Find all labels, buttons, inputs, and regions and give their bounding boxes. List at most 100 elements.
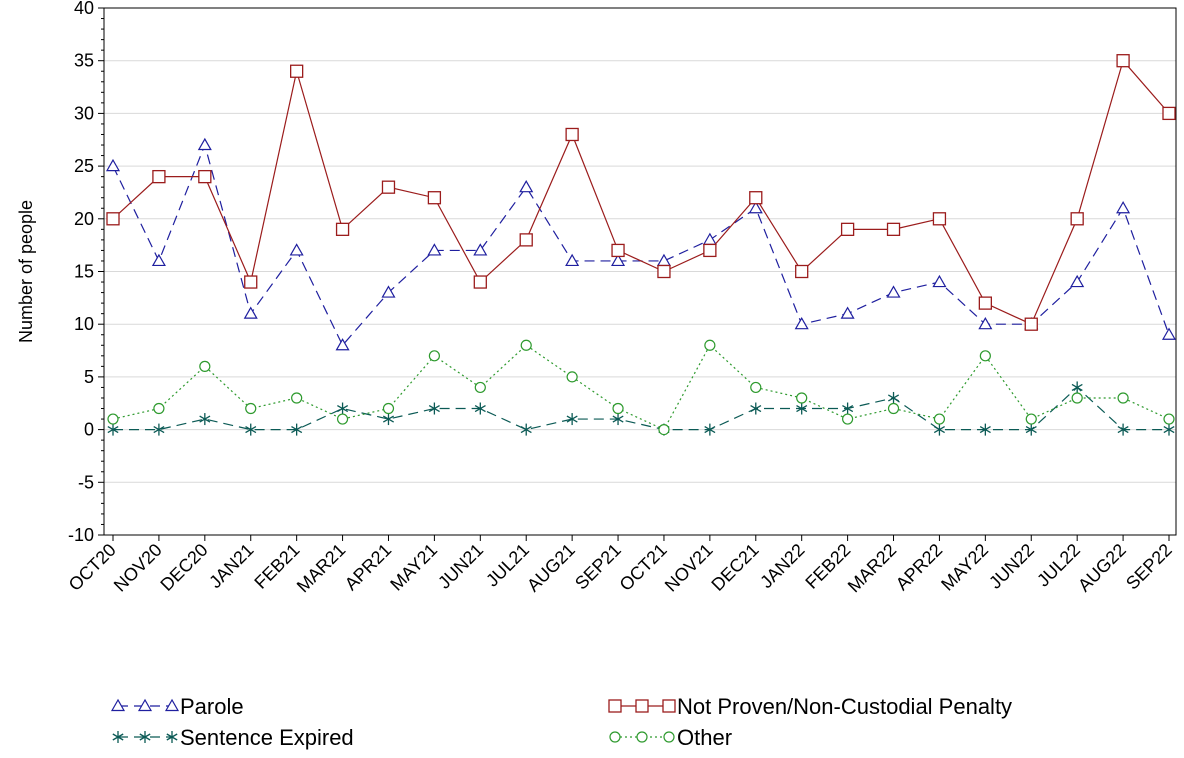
x-tick-label: NOV21 [661, 540, 717, 596]
data-point [1163, 413, 1175, 425]
data-point [886, 285, 901, 298]
data-point [153, 402, 165, 415]
x-tick-label: OCT21 [616, 540, 671, 595]
legend-marker [608, 699, 622, 713]
x-tick-label: DEC20 [156, 540, 211, 595]
data-point [151, 253, 166, 267]
data-point [840, 306, 855, 319]
data-point [794, 316, 809, 330]
data-point [245, 402, 257, 415]
data-point [750, 402, 762, 415]
y-axis: -10 -5 0 5 10 15 20 25 30 35 40 [68, 0, 104, 545]
data-point [152, 169, 166, 184]
x-tick-label: JUN21 [434, 540, 487, 593]
x-tick-label: DEC21 [707, 540, 762, 595]
data-point [748, 201, 763, 214]
legend-marker [139, 731, 151, 743]
series-line [113, 386, 1169, 431]
series-line [112, 344, 1170, 431]
legend-marker [609, 731, 621, 743]
data-point [1025, 423, 1037, 436]
legend-item: Parole [110, 694, 244, 719]
data-point [428, 350, 440, 362]
data-point [243, 306, 258, 319]
x-tick-label: AUG22 [1074, 540, 1130, 596]
data-point [474, 402, 486, 415]
series-sentence-expired [107, 381, 1175, 436]
data-point [796, 392, 808, 404]
legend-marker [635, 699, 649, 713]
data-point [105, 158, 121, 172]
data-point [198, 169, 212, 184]
y-axis-label: Number of people [16, 200, 36, 343]
data-point [749, 191, 763, 205]
legend-marker [110, 698, 126, 712]
x-tick-label: AUG21 [523, 540, 579, 596]
legend-item: Sentence Expired [112, 725, 354, 750]
data-point [473, 275, 487, 289]
x-tick-label: SEP21 [571, 540, 625, 594]
data-point [611, 243, 625, 258]
y-tick-label: 15 [74, 262, 94, 282]
data-point [337, 402, 349, 415]
data-point [565, 127, 579, 142]
data-point [566, 413, 578, 426]
data-point [382, 413, 394, 426]
legend-marker [112, 731, 124, 743]
data-point [519, 233, 533, 247]
data-point [978, 316, 993, 330]
legend: Parole Not Proven/Non-Custodial Penalty Se… [110, 694, 1012, 750]
data-point [703, 243, 717, 258]
data-point [657, 264, 671, 279]
data-point [933, 423, 945, 436]
data-point [565, 253, 580, 267]
data-point [978, 296, 992, 310]
y-tick-label: 10 [74, 314, 94, 334]
data-point [979, 350, 991, 362]
data-point [427, 243, 442, 256]
data-point [290, 64, 304, 78]
data-point [199, 413, 211, 426]
x-tick-label: OCT20 [65, 540, 120, 595]
data-point [335, 338, 350, 351]
data-point [245, 423, 257, 436]
data-point [199, 360, 211, 372]
data-point [1071, 381, 1083, 394]
series-parole [105, 137, 1177, 351]
legend-label: Parole [180, 694, 244, 719]
data-point [244, 275, 258, 289]
data-point [381, 180, 396, 194]
legend-item: Not Proven/Non-Custodial Penalty [608, 694, 1012, 719]
data-point [519, 179, 534, 193]
data-point [887, 402, 900, 415]
x-tick-label: MAY22 [937, 540, 992, 595]
legend-marker [636, 731, 648, 743]
data-point [1025, 413, 1037, 425]
data-point [474, 381, 486, 394]
x-axis: OCT20NOV20DEC20JAN21FEB21MAR21APR21MAY21… [65, 535, 1176, 596]
data-point [658, 424, 670, 436]
data-point [336, 413, 349, 425]
data-point [886, 222, 901, 236]
legend-label: Not Proven/Non-Custodial Penalty [677, 694, 1012, 719]
data-point [612, 413, 624, 426]
y-tick-label: 25 [74, 156, 94, 176]
data-point [842, 402, 854, 415]
y-tick-label: -5 [78, 472, 94, 492]
data-point [291, 392, 303, 404]
y-tick-label: 40 [74, 0, 94, 18]
series-layer [105, 54, 1177, 436]
data-point [1070, 212, 1084, 226]
data-point [1070, 274, 1085, 288]
data-point [933, 413, 946, 425]
data-point [520, 339, 532, 351]
data-point [427, 191, 442, 205]
data-point [1071, 392, 1083, 404]
data-point [750, 381, 762, 394]
legend-marker [164, 698, 180, 712]
data-point [704, 339, 716, 351]
data-point [153, 423, 165, 436]
series-other [107, 339, 1175, 436]
data-point [289, 243, 304, 256]
data-point [612, 402, 624, 415]
